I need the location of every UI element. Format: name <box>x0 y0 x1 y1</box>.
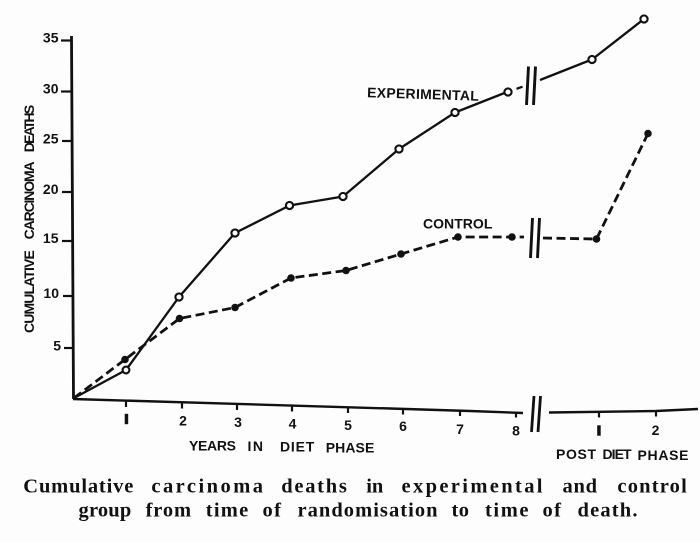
svg-text:PHASE: PHASE <box>326 440 375 456</box>
svg-text:control: control <box>617 475 687 497</box>
svg-text:20: 20 <box>43 181 59 197</box>
svg-text:YEARS: YEARS <box>189 438 236 454</box>
svg-text:4: 4 <box>289 416 297 432</box>
svg-text:death.: death. <box>578 500 638 522</box>
svg-text:POST: POST <box>556 446 596 462</box>
svg-text:DEATHS: DEATHS <box>21 105 37 152</box>
svg-text:2: 2 <box>179 413 187 429</box>
svg-text:8: 8 <box>512 423 520 439</box>
svg-text:7: 7 <box>456 421 464 437</box>
svg-text:5: 5 <box>344 417 352 433</box>
svg-text:30: 30 <box>43 81 59 97</box>
svg-text:10: 10 <box>43 285 59 301</box>
svg-text:3: 3 <box>234 414 242 430</box>
svg-text:deaths: deaths <box>281 475 347 497</box>
svg-text:EXPERIMENTAL: EXPERIMENTAL <box>367 84 480 104</box>
svg-text:time: time <box>206 500 248 522</box>
svg-text:CARCINOMA: CARCINOMA <box>21 161 37 239</box>
svg-text:15: 15 <box>43 230 59 246</box>
svg-text:randomisation: randomisation <box>298 500 439 522</box>
svg-text:of: of <box>263 500 283 522</box>
svg-text:DIET: DIET <box>603 446 632 462</box>
svg-text:CUMULATIVE: CUMULATIVE <box>21 250 37 333</box>
svg-text:6: 6 <box>399 418 407 434</box>
svg-text:35: 35 <box>43 30 59 46</box>
svg-text:PHASE: PHASE <box>638 447 689 463</box>
svg-text:and: and <box>563 475 598 497</box>
svg-text:in: in <box>366 475 384 497</box>
svg-text:Cumulative: Cumulative <box>23 475 133 497</box>
svg-text:to: to <box>452 500 470 522</box>
svg-text:25: 25 <box>43 131 59 147</box>
svg-text:time: time <box>485 500 529 522</box>
svg-text:from: from <box>146 500 192 522</box>
svg-text:DIET: DIET <box>280 439 315 455</box>
svg-text:2: 2 <box>652 422 660 438</box>
svg-text:IN: IN <box>248 438 264 454</box>
svg-text:5: 5 <box>53 338 61 354</box>
svg-text:CONTROL: CONTROL <box>423 216 493 232</box>
svg-text:group: group <box>79 500 132 522</box>
svg-text:of: of <box>543 500 563 522</box>
svg-text:experimental: experimental <box>402 475 543 497</box>
svg-text:carcinoma: carcinoma <box>151 475 263 497</box>
